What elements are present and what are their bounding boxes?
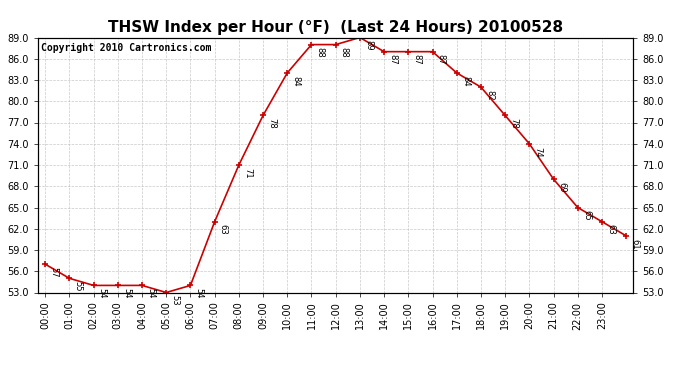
Text: 87: 87 bbox=[413, 54, 422, 65]
Text: 87: 87 bbox=[437, 54, 446, 65]
Text: 78: 78 bbox=[267, 118, 276, 129]
Text: 69: 69 bbox=[558, 182, 566, 193]
Text: 65: 65 bbox=[582, 210, 591, 221]
Text: 54: 54 bbox=[146, 288, 155, 299]
Text: 57: 57 bbox=[50, 267, 59, 278]
Title: THSW Index per Hour (°F)  (Last 24 Hours) 20100528: THSW Index per Hour (°F) (Last 24 Hours)… bbox=[108, 20, 563, 35]
Text: 88: 88 bbox=[315, 47, 325, 58]
Text: 54: 54 bbox=[98, 288, 107, 299]
Text: 55: 55 bbox=[74, 281, 83, 292]
Text: 89: 89 bbox=[364, 40, 373, 51]
Text: 78: 78 bbox=[509, 118, 518, 129]
Text: Copyright 2010 Cartronics.com: Copyright 2010 Cartronics.com bbox=[41, 43, 211, 52]
Text: 71: 71 bbox=[243, 168, 252, 178]
Text: 82: 82 bbox=[485, 90, 494, 101]
Text: 54: 54 bbox=[122, 288, 131, 299]
Text: 53: 53 bbox=[170, 295, 179, 306]
Text: 61: 61 bbox=[631, 238, 640, 249]
Text: 63: 63 bbox=[219, 225, 228, 235]
Text: 87: 87 bbox=[388, 54, 397, 65]
Text: 84: 84 bbox=[291, 76, 300, 86]
Text: 88: 88 bbox=[340, 47, 349, 58]
Text: 54: 54 bbox=[195, 288, 204, 299]
Text: 84: 84 bbox=[461, 76, 470, 86]
Text: 74: 74 bbox=[533, 147, 542, 157]
Text: 63: 63 bbox=[606, 225, 615, 235]
